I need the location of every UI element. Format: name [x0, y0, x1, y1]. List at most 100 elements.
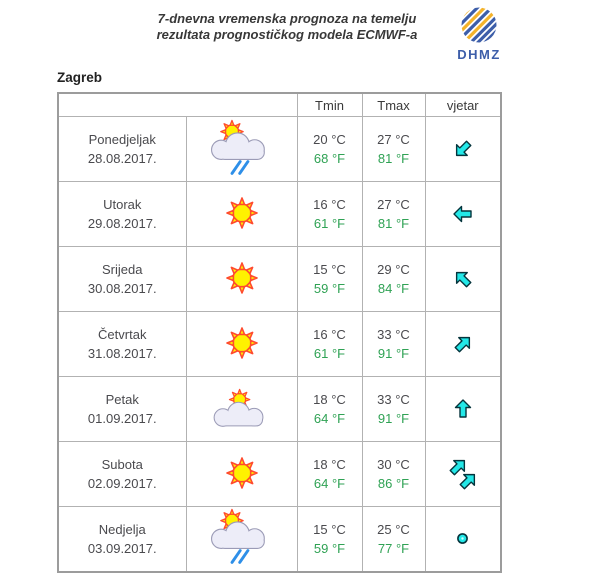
wind-cell — [424, 506, 502, 572]
tmax-fahrenheit: 77 °F — [377, 540, 410, 556]
header-row: Tmin Tmax vjetar — [57, 92, 502, 117]
weather-icon-cell — [185, 181, 298, 247]
page-title: 7-dnevna vremenska prognoza na temelju r… — [70, 11, 504, 43]
tmax-celsius: 29 °C — [377, 262, 410, 277]
sun-icon — [225, 326, 259, 360]
tmax-celsius: 33 °C — [377, 327, 410, 342]
wind-cell — [424, 246, 502, 312]
tmax-fahrenheit: 84 °F — [377, 281, 410, 296]
day-cell: Ponedjeljak 28.08.2017. — [57, 116, 187, 182]
tmax-cell: 25 °C 77 °F — [361, 506, 426, 572]
day-name: Srijeda — [102, 262, 143, 277]
day-name: Petak — [105, 392, 139, 407]
tmax-fahrenheit: 91 °F — [377, 411, 410, 426]
tmax-cell: 33 °C 91 °F — [361, 311, 426, 377]
weather-icon-cell — [185, 116, 298, 182]
sun-cloud-rain-icon — [207, 119, 277, 177]
tmax-cell: 29 °C 84 °F — [361, 246, 426, 312]
tmax-cell: 27 °C 81 °F — [361, 181, 426, 247]
wind-cell — [424, 311, 502, 377]
wind-arrow-down-left-icon — [426, 138, 501, 160]
tmax-cell: 33 °C 91 °F — [361, 376, 426, 442]
wind-cell — [424, 181, 502, 247]
tmax-fahrenheit: 86 °F — [377, 476, 410, 491]
tmax-celsius: 33 °C — [377, 392, 410, 407]
day-cell: Subota 02.09.2017. — [57, 441, 187, 507]
day-date: 01.09.2017. — [87, 411, 157, 426]
sun-icon — [225, 456, 259, 490]
dhmz-logo-text: DHMZ — [457, 47, 501, 62]
table-row: Nedjelja 03.09.2017. 15 °C 59 °F — [57, 506, 502, 572]
wind-calm-icon — [426, 532, 501, 545]
day-cell: Četvrtak 31.08.2017. — [57, 311, 187, 377]
wind-arrow-up-right-icon — [426, 333, 501, 355]
tmin-fahrenheit: 61 °F — [313, 216, 346, 231]
day-date: 30.08.2017. — [87, 281, 157, 296]
sun-cloud-icon — [209, 387, 275, 429]
wind-cell — [424, 116, 502, 182]
day-date: 02.09.2017. — [87, 476, 157, 491]
day-date: 31.08.2017. — [87, 346, 157, 361]
tmin-celsius: 18 °C — [313, 392, 346, 407]
tmin-cell: 18 °C 64 °F — [296, 376, 363, 442]
tmin-cell: 15 °C 59 °F — [296, 506, 363, 572]
tmax-fahrenheit: 91 °F — [377, 346, 410, 361]
tmin-celsius: 15 °C — [313, 521, 346, 537]
empty-header-cell — [57, 92, 298, 117]
tmin-fahrenheit: 64 °F — [313, 476, 346, 491]
sun-icon — [225, 261, 259, 295]
table-row: Utorak 29.08.2017. 16 °C 61 °F 27 °C 81 … — [57, 181, 502, 247]
title-line-1: 7-dnevna vremenska prognoza na temelju — [157, 11, 417, 26]
wind-arrow-up-left-icon — [426, 268, 501, 290]
sun-icon — [225, 196, 259, 230]
forecast-table: Tmin Tmax vjetar Ponedjeljak 28.08.2017. — [57, 92, 502, 573]
tmin-celsius: 16 °C — [313, 327, 346, 342]
wind-cell — [424, 376, 502, 442]
table-row: Petak 01.09.2017. 18 °C 64 °F 33 °C 91 °… — [57, 376, 502, 442]
table-row: Ponedjeljak 28.08.2017. 20 °C 68 °F — [57, 116, 502, 182]
wind-arrow-double-up-right-icon — [426, 456, 501, 492]
tmin-cell: 15 °C 59 °F — [296, 246, 363, 312]
weather-icon-cell — [185, 376, 298, 442]
tmax-cell: 27 °C 81 °F — [361, 116, 426, 182]
tmax-fahrenheit: 81 °F — [377, 151, 410, 166]
day-cell: Utorak 29.08.2017. — [57, 181, 187, 247]
table-row: Četvrtak 31.08.2017. 16 °C 61 °F 33 °C 9… — [57, 311, 502, 377]
day-cell: Petak 01.09.2017. — [57, 376, 187, 442]
day-name: Nedjelja — [98, 521, 146, 537]
title-line-2: rezultata prognostičkog modela ECMWF-a — [156, 27, 418, 42]
dhmz-logo: DHMZ — [447, 6, 511, 62]
table-row: Subota 02.09.2017. 18 °C 64 °F 30 °C 86 … — [57, 441, 502, 507]
tmin-cell: 16 °C 61 °F — [296, 311, 363, 377]
weather-icon-cell — [185, 506, 298, 572]
tmax-celsius: 30 °C — [377, 457, 410, 472]
weather-icon-cell — [185, 311, 298, 377]
dhmz-globe-icon — [447, 6, 511, 46]
tmax-celsius: 27 °C — [377, 197, 410, 212]
wind-cell — [424, 441, 502, 507]
day-date: 03.09.2017. — [87, 540, 157, 556]
tmin-cell: 18 °C 64 °F — [296, 441, 363, 507]
tmax-celsius: 25 °C — [377, 521, 410, 537]
tmin-celsius: 18 °C — [313, 457, 346, 472]
weather-icon-cell — [185, 246, 298, 312]
tmax-cell: 30 °C 86 °F — [361, 441, 426, 507]
wind-arrow-left-icon — [426, 203, 501, 225]
tmin-fahrenheit: 59 °F — [313, 540, 346, 556]
tmin-celsius: 16 °C — [313, 197, 346, 212]
tmin-fahrenheit: 64 °F — [313, 411, 346, 426]
tmax-celsius: 27 °C — [377, 132, 410, 147]
city-label: Zagreb — [57, 70, 103, 85]
column-header-wind: vjetar — [424, 92, 502, 117]
tmax-fahrenheit: 81 °F — [377, 216, 410, 231]
day-cell: Nedjelja 03.09.2017. — [57, 506, 187, 572]
tmin-fahrenheit: 68 °F — [313, 151, 346, 166]
wind-arrow-up-icon — [426, 398, 501, 420]
day-date: 28.08.2017. — [87, 151, 157, 166]
column-header-tmax: Tmax — [361, 92, 426, 117]
day-date: 29.08.2017. — [87, 216, 157, 231]
tmin-fahrenheit: 61 °F — [313, 346, 346, 361]
day-name: Ponedjeljak — [88, 132, 156, 147]
tmin-cell: 20 °C 68 °F — [296, 116, 363, 182]
